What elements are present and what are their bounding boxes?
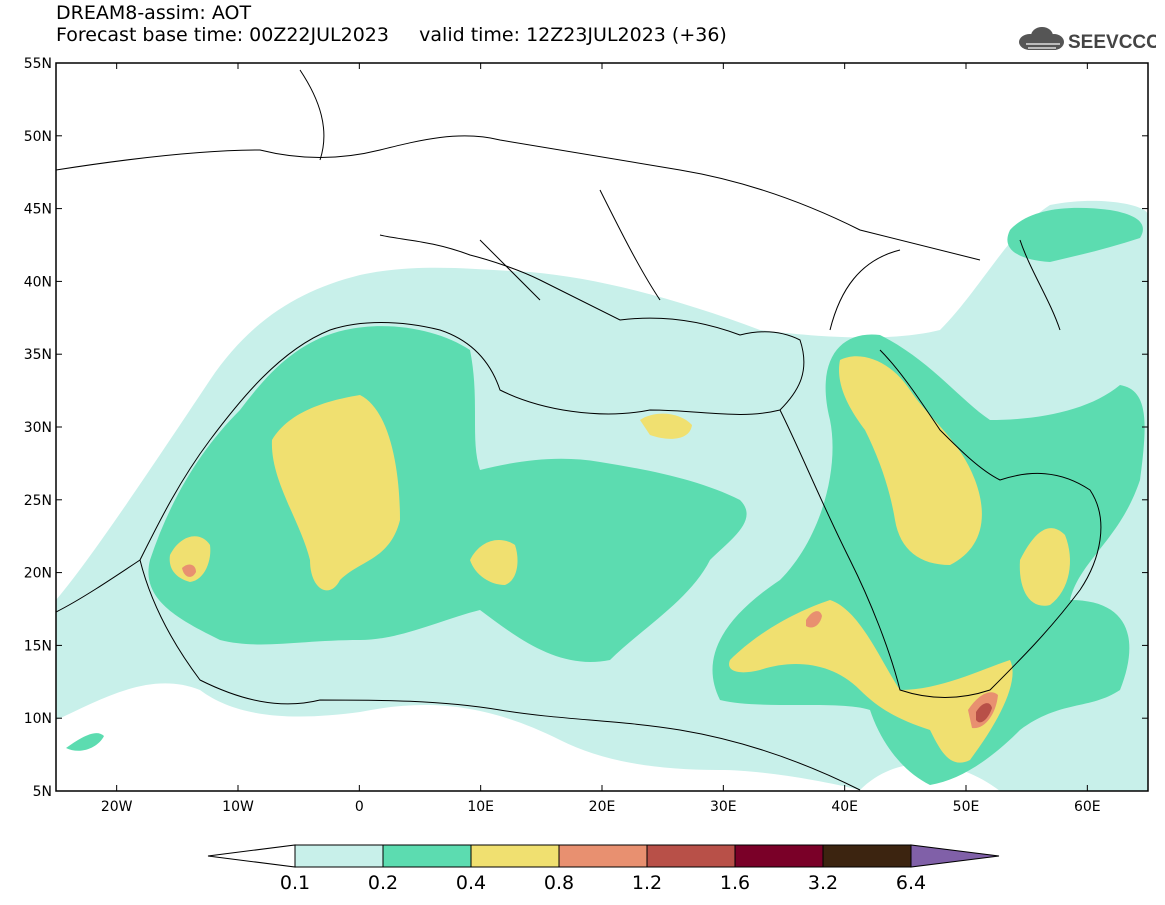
lat-tick-label: 40N [24,274,52,290]
colorbar-over-arrow [910,844,1000,868]
colorbar-label: 0.1 [280,872,310,894]
aot-field [56,200,1148,791]
colorbar-label: 0.4 [456,872,486,894]
lat-tick-label: 5N [33,784,52,800]
forecast-times: Forecast base time: 00Z22JUL2023 valid t… [56,24,727,46]
colorbar-label: 0.8 [544,872,574,894]
lon-tick-label: 50E [953,799,980,815]
seevccc-logo: SEEVCCC [1016,24,1160,56]
aot-level-0.2 [148,326,747,662]
aot-level-0.4-mauritania [169,536,211,582]
aot-level-0.4-sahara [271,395,400,591]
aot-level-1.2 [976,703,992,723]
cloud-icon [1019,27,1064,50]
lat-tick-label: 50N [24,129,52,145]
lat-tick-label: 35N [24,347,52,363]
lat-tick-label: 20N [24,566,52,582]
lon-tick-label: 40E [831,799,858,815]
lon-tick-label: 10E [467,799,494,815]
lat-tick-label: 30N [24,420,52,436]
colorbar-swatch [822,844,912,868]
lon-tick-label: 30E [710,799,737,815]
lat-tick-label: 25N [24,493,52,509]
aot-level-0.4-libya [640,413,692,439]
aot-level-0.4-oman [1019,528,1070,606]
lat-tick-label: 15N [24,638,52,654]
lon-tick-label: 0 [355,799,364,815]
logo-text: SEEVCCC [1068,32,1156,53]
lon-tick-label: 20E [589,799,616,815]
lat-tick-label: 55N [24,56,52,72]
aot-level-0.2-caspian [1007,207,1143,262]
colorbar-label: 3.2 [808,872,838,894]
latitude-axis: 55N 50N 45N 40N 35N 30N 25N 20N 15N 10N 5N [24,56,1148,800]
colorbar-swatch [294,844,384,868]
lon-tick-label: 20W [101,799,133,815]
aot-level-0.2-nw [66,733,104,751]
chart-title: DREAM8-assim: AOT [56,2,252,24]
aot-level-0.8-sudan [806,611,822,628]
colorbar-label: 0.2 [368,872,398,894]
colorbar-swatch [734,844,824,868]
colorbar-label: 1.2 [632,872,662,894]
aot-level-0.4-chad [470,540,518,585]
lon-tick-label: 10W [222,799,254,815]
colorbar-swatch [470,844,560,868]
colorbar-label: 1.6 [720,872,750,894]
coastlines [56,69,1102,791]
lat-tick-label: 45N [24,202,52,218]
aot-level-0.4-arabia [839,356,982,565]
longitude-axis: 20W 10W 0 10E 20E 30E 40E 50E 60E [101,63,1101,815]
colorbar-label: 6.4 [896,872,926,894]
colorbar-swatch [646,844,736,868]
colorbar-swatch [558,844,648,868]
colorbar: 0.1 0.2 0.4 0.8 1.2 1.6 3.2 6.4 [207,844,1000,894]
aot-level-0.4-horn [729,600,1013,763]
aot-level-0.8-mauritania [182,564,196,577]
colorbar-swatch [382,844,472,868]
colorbar-under-arrow [207,844,296,868]
lat-tick-label: 10N [24,711,52,727]
lon-tick-label: 60E [1074,799,1101,815]
